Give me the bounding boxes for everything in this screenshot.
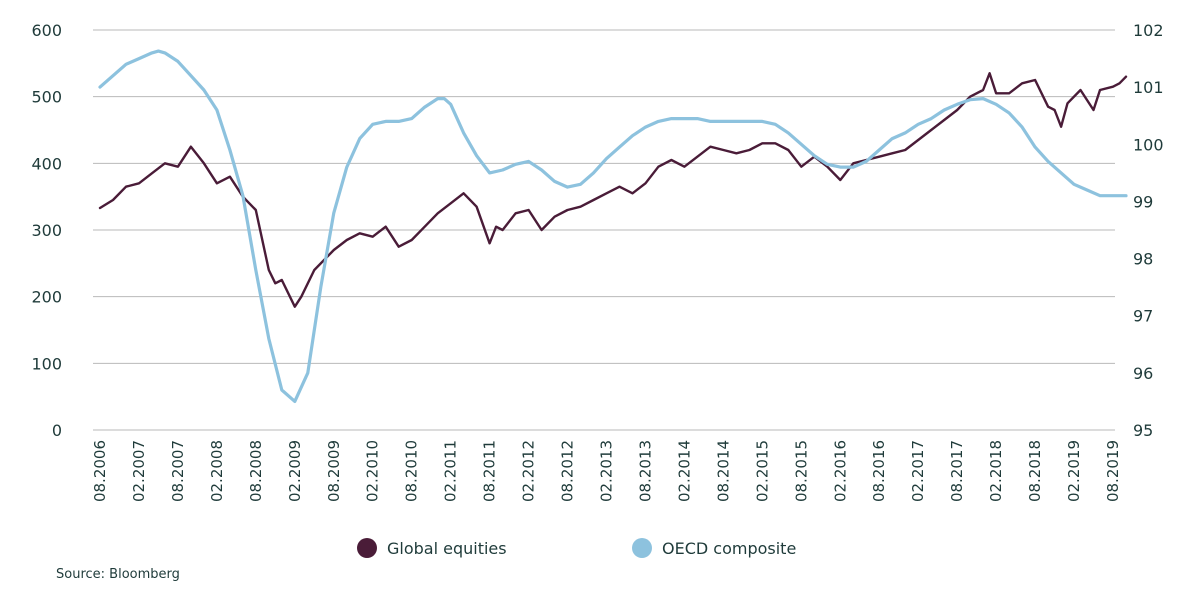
right-y-tick-label: 95 <box>1133 421 1153 440</box>
right-y-tick-label: 99 <box>1133 192 1153 211</box>
x-tick-label: 02.2019 <box>1065 440 1083 502</box>
right-y-tick-label: 98 <box>1133 250 1153 269</box>
left-y-axis-ticks: 0 100 200 300 400 500 600 <box>31 21 62 440</box>
global-equities-swatch-icon <box>357 538 377 558</box>
x-tick-label: 08.2015 <box>792 440 810 502</box>
gridlines <box>93 29 1115 431</box>
legend: Global equities OECD composite <box>0 538 1200 562</box>
x-tick-label: 02.2010 <box>364 440 382 502</box>
legend-item-oecd-composite: OECD composite <box>632 538 796 558</box>
left-y-tick-label: 100 <box>31 354 62 373</box>
x-tick-label: 08.2009 <box>325 440 343 502</box>
left-y-tick-label: 200 <box>31 288 62 307</box>
x-tick-label: 08.2011 <box>481 440 499 502</box>
right-y-tick-label: 96 <box>1133 364 1153 383</box>
left-y-tick-label: 400 <box>31 154 62 173</box>
series-line-global-equities <box>98 72 1128 308</box>
right-y-tick-label: 100 <box>1133 135 1164 154</box>
oecd-composite-swatch-icon <box>632 538 652 558</box>
series-line-oecd-composite <box>98 49 1128 403</box>
x-axis-ticks: 08.2006 02.2007 08.2007 02.2008 08.2008 02.20… <box>91 440 1122 502</box>
x-tick-label: 02.2011 <box>442 440 460 502</box>
left-y-tick-label: 0 <box>52 421 62 440</box>
x-tick-label: 02.2018 <box>987 440 1005 502</box>
left-y-tick-label: 300 <box>31 221 62 240</box>
x-tick-label: 02.2015 <box>753 440 771 502</box>
x-tick-label: 08.2019 <box>1104 440 1122 502</box>
x-tick-label: 08.2006 <box>91 440 109 502</box>
x-tick-label: 08.2013 <box>636 440 654 502</box>
x-tick-label: 08.2007 <box>169 440 187 502</box>
x-tick-label: 02.2009 <box>286 440 304 502</box>
left-y-tick-label: 600 <box>31 21 62 40</box>
right-y-tick-label: 102 <box>1133 21 1164 40</box>
x-tick-label: 02.2013 <box>598 440 616 502</box>
series-lines <box>98 49 1128 403</box>
legend-item-global-equities: Global equities <box>357 538 507 558</box>
x-tick-label: 08.2008 <box>247 440 265 502</box>
right-y-axis-ticks: 95 96 97 98 99 100 101 102 <box>1133 21 1164 440</box>
x-tick-label: 02.2008 <box>208 440 226 502</box>
x-tick-label: 08.2012 <box>559 440 577 502</box>
x-tick-label: 08.2018 <box>1026 440 1044 502</box>
right-y-tick-label: 97 <box>1133 307 1153 326</box>
x-tick-label: 02.2017 <box>909 440 927 502</box>
source-note: Source: Bloomberg <box>56 567 180 582</box>
x-tick-label: 02.2014 <box>675 440 693 502</box>
left-y-tick-label: 500 <box>31 88 62 107</box>
x-tick-label: 08.2017 <box>948 440 966 502</box>
legend-label-oecd-composite: OECD composite <box>662 538 797 558</box>
x-tick-label: 02.2016 <box>831 440 849 502</box>
x-tick-label: 02.2007 <box>130 440 148 502</box>
x-tick-label: 02.2012 <box>520 440 538 502</box>
x-tick-label: 08.2016 <box>870 440 888 502</box>
legend-label-global-equities: Global equities <box>387 538 507 558</box>
right-y-tick-label: 101 <box>1133 78 1164 97</box>
x-tick-label: 08.2010 <box>403 440 421 502</box>
x-tick-label: 08.2014 <box>714 440 732 502</box>
